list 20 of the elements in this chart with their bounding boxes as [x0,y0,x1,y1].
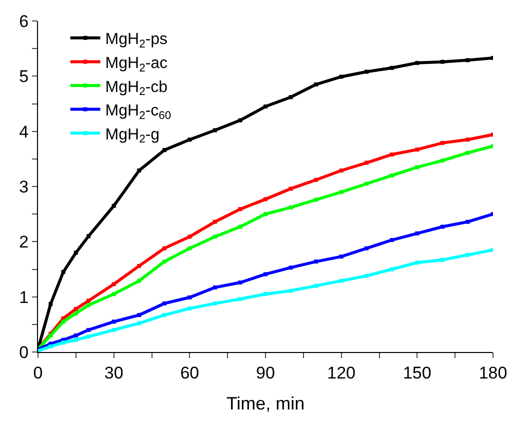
y-tick-label: 6 [19,12,29,31]
legend-label: MgH$_{2}$-c$_{60}$ [105,102,172,122]
x-tick-label: 90 [256,363,275,382]
y-tick-label: 5 [19,67,29,86]
y-tick-label: 3 [19,177,29,196]
x-tick-label: 60 [180,363,200,382]
x-tick-label: 0 [33,363,43,382]
x-tick-label: 180 [478,363,508,382]
y-tick-label: 0 [19,342,29,362]
y-tick-label: 1 [19,288,29,307]
x-axis-title: Time, min [226,394,305,414]
y-tick-label: 2 [19,232,29,252]
x-tick-label: 30 [104,363,124,382]
legend-label: MgH$_{2}$-cb [105,78,168,98]
legend-label: MgH$_{2}$-ps [105,31,168,50]
y-tick-label: 4 [19,122,29,142]
legend-label: MgH$_{2}$-g [105,126,160,146]
x-tick-label: 120 [327,363,356,382]
x-tick-label: 150 [402,363,432,382]
legend-label: MgH$_{2}$-ac [105,54,168,74]
